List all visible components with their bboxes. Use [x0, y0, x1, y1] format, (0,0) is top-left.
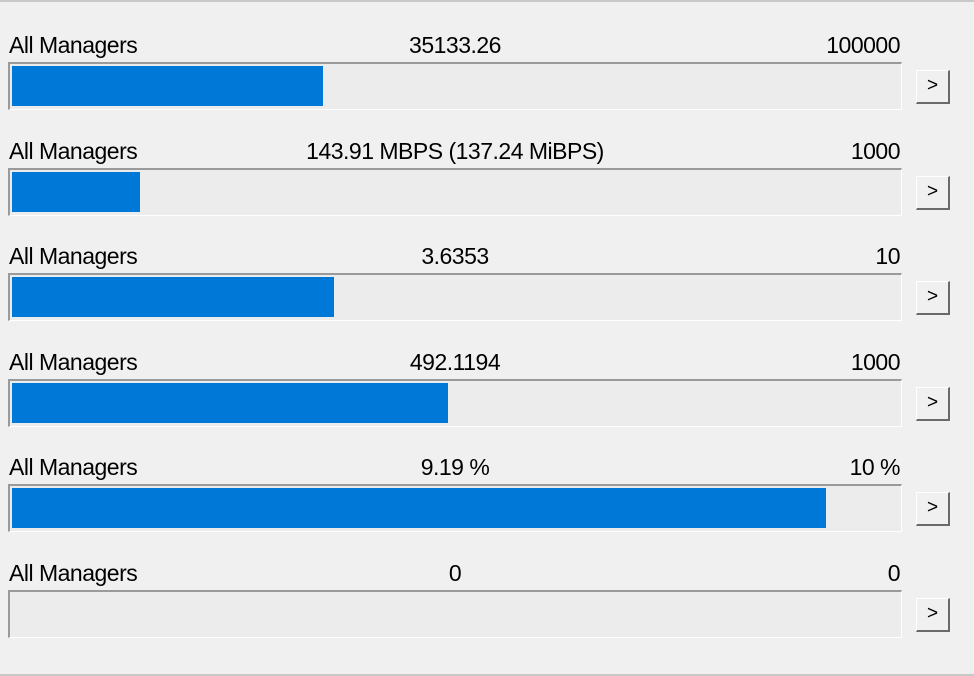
meter-row: All Managers 492.1194 1000 > [0, 349, 974, 449]
meter-row: All Managers 35133.26 100000 > [0, 32, 974, 132]
value-label: 492.1194 [409, 348, 501, 375]
value-label: 9.19 % [420, 454, 490, 480]
meter-row: All Managers 3.6353 10 > [0, 243, 974, 343]
meter-row: All Managers 0 0 > [0, 560, 974, 660]
max-label: 1000 [850, 137, 901, 164]
manager-label: All Managers [9, 137, 138, 164]
meter-track [8, 589, 902, 638]
expand-button[interactable]: > [916, 70, 950, 104]
manager-label: All Managers [9, 32, 138, 58]
max-label: 0 [887, 559, 901, 586]
meter-fill [12, 488, 827, 528]
max-label: 10 % [849, 454, 901, 480]
meter-track [8, 273, 902, 321]
meter-track [8, 378, 902, 427]
meter-row: All Managers 143.91 MBPS (137.24 MiBPS) 10… [0, 138, 974, 238]
meter-fill [12, 382, 449, 423]
expand-button[interactable]: > [916, 386, 950, 421]
meter-track [8, 167, 902, 216]
manager-label: All Managers [9, 454, 138, 480]
meter-track [8, 62, 902, 110]
value-label: 143.91 MBPS (137.24 MiBPS) [306, 137, 604, 164]
meter-fill [12, 277, 335, 317]
expand-button[interactable]: > [916, 597, 950, 632]
manager-label: All Managers [9, 559, 138, 586]
expand-button[interactable]: > [916, 281, 950, 315]
expand-button[interactable]: > [916, 492, 950, 526]
manager-label: All Managers [9, 348, 138, 375]
value-label: 3.6353 [421, 243, 489, 269]
meter-row: All Managers 9.19 % 10 % > [0, 454, 974, 554]
meter-track [8, 484, 902, 532]
value-label: 0 [448, 559, 462, 586]
manager-label: All Managers [9, 243, 138, 269]
meter-fill [12, 66, 324, 106]
value-label: 35133.26 [409, 32, 501, 58]
max-label: 10 [875, 243, 900, 269]
max-label: 1000 [850, 348, 901, 375]
meter-fill [12, 171, 140, 212]
max-label: 100000 [826, 32, 900, 58]
expand-button[interactable]: > [916, 175, 950, 210]
